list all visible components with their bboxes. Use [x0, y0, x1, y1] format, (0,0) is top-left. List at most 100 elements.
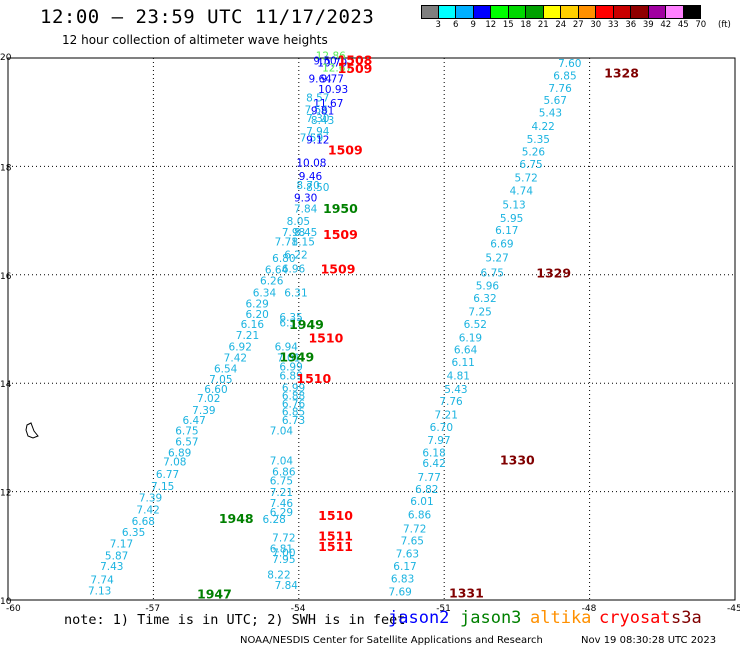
scale-bin: 21	[526, 5, 549, 30]
pass-time-label: 1511	[318, 539, 353, 554]
wave-height-value: 7.95	[272, 554, 295, 566]
scale-swatch	[613, 5, 631, 19]
wave-height-value: 6.92	[229, 342, 252, 354]
wave-height-value: 6.31	[284, 287, 307, 299]
scale-swatch	[561, 5, 579, 19]
scale-bin: 27	[561, 5, 584, 30]
satellite-legend-altika: altika	[530, 608, 592, 628]
wave-height-value: 6.26	[260, 276, 284, 288]
scale-swatch	[456, 5, 474, 19]
wave-height-value: 6.29	[270, 507, 293, 519]
wave-height-value: 7.56	[305, 104, 329, 116]
scale-bin: 70	[683, 5, 706, 30]
satellite-legend-s3a: s3a	[671, 608, 702, 628]
scale-swatch	[596, 5, 614, 19]
scale-label: 30	[590, 20, 602, 30]
wave-height-value: 5.35	[527, 134, 550, 146]
wave-height-value: 7.94	[306, 126, 330, 138]
wave-height-value: 7.39	[192, 405, 215, 417]
wave-height-value: 8.45	[294, 227, 317, 239]
scale-label: 15	[502, 20, 514, 30]
scale-bin: 30	[578, 5, 601, 30]
wave-height-value: 10.93	[318, 84, 348, 96]
x-tick-label: -57	[145, 604, 160, 614]
x-tick-label: -45	[727, 604, 740, 614]
wave-height-value: 6.77	[156, 469, 179, 481]
x-tick-label: -48	[582, 604, 597, 614]
wave-height-value: 6.96	[282, 264, 306, 276]
pass-time-label: 1509	[338, 61, 373, 76]
wave-height-value: 7.21	[236, 330, 259, 342]
scale-bin: 24	[543, 5, 566, 30]
wave-height-value: 6.19	[459, 332, 482, 344]
wave-height-value: 6.70	[430, 422, 453, 434]
wave-height-value: 5.43	[444, 384, 467, 396]
wave-height-value: 6.18	[422, 447, 445, 459]
scale-label: 33	[607, 20, 619, 30]
wave-height-value: 9.77	[321, 73, 344, 85]
pass-time-label: 1509	[323, 227, 358, 242]
wave-height-value: 9.64	[308, 73, 332, 85]
wave-height-value: 5.43	[539, 108, 562, 120]
wave-height-value: 6.35	[122, 527, 145, 539]
generated-timestamp: Nov 19 08:30:28 UTC 2023	[581, 635, 717, 646]
scale-bin: 33	[596, 5, 619, 30]
pass-time-label: 1950	[323, 201, 358, 216]
wave-height-value: 7.42	[136, 504, 159, 516]
wave-height-value: 7.76	[548, 83, 572, 95]
wave-height-value: 6.76	[282, 399, 306, 411]
wave-height-value: 6.75	[481, 267, 504, 279]
scale-swatch	[648, 5, 666, 19]
pass-time-label: 1949	[289, 317, 324, 332]
scale-bin: 36	[613, 5, 636, 30]
x-tick-label: -60	[6, 604, 21, 614]
x-tick-label: -54	[291, 604, 306, 614]
wave-height-value: 7.71	[275, 237, 298, 249]
wave-height-value: 7.13	[88, 586, 111, 598]
wave-height-value: 6.16	[241, 319, 265, 331]
wave-height-value: 7.04	[270, 456, 294, 468]
map-frame	[7, 57, 736, 601]
scale-label: 21	[537, 20, 549, 30]
wave-height-value: 7.15	[151, 481, 174, 493]
wave-height-value: 6.22	[284, 250, 307, 262]
wave-height-value: 7.46	[270, 498, 294, 510]
wave-height-value: 6.35	[279, 312, 302, 324]
wave-height-value: 6.29	[245, 298, 268, 310]
wave-height-value: 5.72	[514, 173, 537, 185]
wave-height-value: 10.08	[296, 157, 326, 169]
wave-height-value: 7.39	[139, 492, 162, 504]
scale-swatch	[491, 5, 509, 19]
wave-height-value: 7.69	[388, 587, 411, 599]
pass-time-label: 1330	[500, 453, 535, 468]
page-subtitle: 12 hour collection of altimeter wave hei…	[62, 33, 328, 47]
wave-height-value: 7.74	[90, 575, 114, 587]
scale-bin: 9	[456, 5, 476, 30]
wave-height-value: 6.01	[410, 496, 433, 508]
y-tick-label: 20	[0, 53, 12, 63]
wave-height-value: 7.98	[282, 227, 305, 239]
satellite-legend-jason2: jason2	[388, 608, 450, 628]
scale-label: 39	[642, 20, 654, 30]
page-title: 12:00 – 23:59 UTC 11/17/2023	[40, 6, 375, 28]
wave-height-value: 6.20	[245, 309, 268, 321]
pass-time-label: 1328	[604, 66, 639, 81]
wave-height-value: 7.63	[396, 549, 419, 561]
wave-height-value: 5.67	[544, 95, 567, 107]
wave-height-value: 10.79	[317, 58, 347, 70]
scale-bin: 42	[648, 5, 671, 30]
scale-label: 24	[555, 20, 567, 30]
wave-height-value: 5.13	[502, 200, 525, 212]
wave-height-value: 5.26	[522, 147, 546, 159]
scale-bin: 18	[508, 5, 531, 30]
wave-height-value: 7.72	[403, 523, 426, 535]
wave-height-value: 6.32	[473, 293, 496, 305]
scale-bin: 45	[666, 5, 689, 30]
wave-height-value: 7.21	[270, 487, 293, 499]
wave-height-value: 6.85	[282, 407, 305, 419]
wave-height-value: 8.43	[311, 115, 334, 127]
credit-line: NOAA/NESDIS Center for Satellite Applica…	[240, 635, 543, 646]
wave-height-value: 7.00	[272, 548, 295, 560]
wave-height-value: 7.08	[163, 457, 186, 469]
wave-height-value: 7.59	[300, 132, 323, 144]
